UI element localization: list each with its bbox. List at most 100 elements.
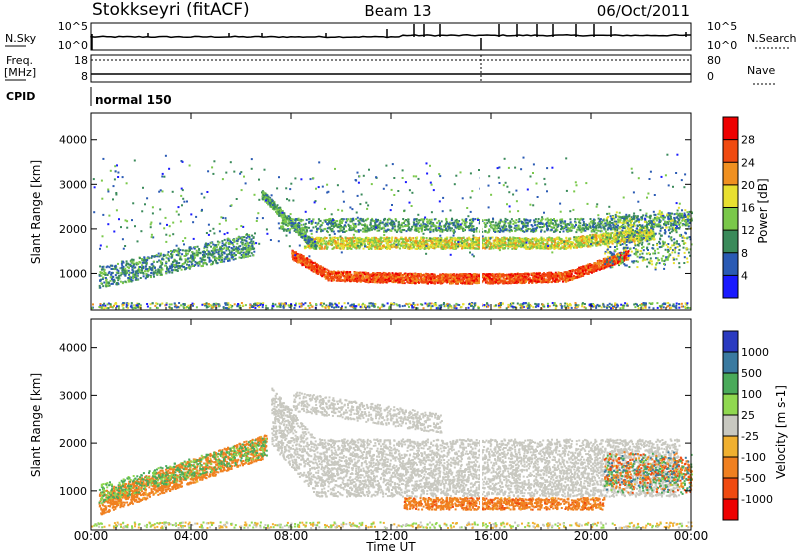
power-cell bbox=[452, 277, 455, 280]
power-cell bbox=[320, 247, 323, 250]
power-cell bbox=[422, 236, 424, 239]
power-cell bbox=[554, 280, 557, 283]
power-cell bbox=[461, 247, 463, 250]
power-cell bbox=[333, 246, 336, 249]
power-cell bbox=[448, 275, 451, 278]
power-cell bbox=[511, 281, 514, 284]
power-cell bbox=[422, 280, 425, 283]
power-cell bbox=[424, 280, 427, 283]
power-cell bbox=[460, 278, 463, 281]
power-cell bbox=[384, 276, 387, 278]
power-cell bbox=[447, 243, 450, 246]
power-cell bbox=[453, 247, 456, 250]
power-cell bbox=[337, 271, 340, 274]
power-cell bbox=[350, 243, 353, 246]
power-cell bbox=[565, 271, 567, 274]
power-cell bbox=[505, 237, 508, 240]
power-cell bbox=[366, 276, 369, 278]
power-cell bbox=[536, 247, 539, 250]
power-cell bbox=[487, 278, 490, 281]
power-cell bbox=[462, 244, 465, 247]
power-cell bbox=[449, 277, 452, 280]
power-cell bbox=[488, 277, 491, 280]
power-cell bbox=[400, 279, 403, 282]
power-cell bbox=[421, 246, 424, 249]
power-cell bbox=[364, 275, 367, 278]
power-cell bbox=[321, 275, 324, 278]
power-cell bbox=[434, 240, 437, 243]
power-cell bbox=[474, 236, 477, 239]
power-cell bbox=[587, 269, 590, 272]
power-cell bbox=[540, 238, 543, 240]
power-cell bbox=[490, 246, 493, 248]
power-cell bbox=[396, 272, 399, 275]
power-cell bbox=[455, 273, 458, 276]
power-cell bbox=[372, 278, 375, 281]
power-cell bbox=[429, 244, 432, 246]
power-cell bbox=[472, 243, 475, 246]
nsky-tick-bottom: 10^0 bbox=[58, 39, 88, 52]
power-cell bbox=[509, 245, 512, 248]
power-cell bbox=[394, 277, 397, 280]
power-cell bbox=[422, 274, 425, 277]
power-cell bbox=[531, 278, 534, 281]
power-cell bbox=[568, 279, 571, 281]
power-cell bbox=[554, 278, 557, 281]
power-cell bbox=[431, 273, 434, 276]
power-cell bbox=[302, 260, 305, 263]
power-cell bbox=[375, 272, 378, 275]
power-cell bbox=[374, 281, 377, 284]
power-cell bbox=[363, 243, 366, 246]
power-cell bbox=[334, 237, 337, 239]
power-cell bbox=[394, 236, 397, 239]
power-cell bbox=[327, 273, 330, 276]
power-cell bbox=[301, 264, 304, 267]
power-cell bbox=[292, 258, 294, 261]
power-cell bbox=[317, 271, 320, 274]
power-cell bbox=[333, 239, 336, 242]
power-cell bbox=[524, 244, 526, 247]
power-cell bbox=[453, 273, 456, 276]
power-cell bbox=[378, 281, 381, 283]
power-cell bbox=[509, 282, 512, 285]
power-cell bbox=[598, 262, 601, 265]
power-cell bbox=[402, 281, 405, 284]
power-cell bbox=[465, 273, 467, 276]
power-cell bbox=[583, 243, 586, 246]
power-cell bbox=[402, 278, 405, 280]
power-cell bbox=[380, 276, 382, 279]
power-cell bbox=[419, 272, 422, 275]
station-title: Stokkseyri (fitACF) bbox=[92, 0, 250, 20]
power-cell bbox=[511, 247, 514, 250]
power-cell bbox=[318, 247, 321, 250]
power-cell bbox=[359, 245, 362, 248]
power-cell bbox=[515, 246, 518, 249]
power-cell bbox=[589, 263, 592, 266]
power-cell bbox=[593, 238, 596, 241]
power-cell bbox=[537, 276, 540, 279]
power-cell bbox=[330, 238, 333, 241]
power-heatmap bbox=[91, 113, 693, 310]
power-cell bbox=[371, 281, 374, 284]
power-cell bbox=[498, 239, 501, 242]
power-cell bbox=[453, 243, 456, 246]
power-cell bbox=[473, 279, 475, 282]
power-cell bbox=[484, 242, 487, 244]
power-cell bbox=[445, 237, 448, 240]
power-cell bbox=[574, 243, 577, 246]
power-cell bbox=[315, 266, 318, 269]
power-cell bbox=[538, 278, 541, 281]
power-cell bbox=[433, 279, 436, 282]
power-cell bbox=[531, 238, 534, 240]
power-cell bbox=[346, 276, 349, 279]
power-cell bbox=[414, 275, 416, 278]
nsky-label: N.Sky bbox=[5, 32, 37, 45]
power-cell bbox=[445, 276, 448, 279]
power-cell bbox=[454, 237, 457, 240]
power-cell bbox=[351, 275, 354, 278]
power-cell bbox=[370, 240, 373, 243]
power-cell bbox=[389, 277, 392, 280]
power-cell bbox=[340, 272, 342, 275]
power-cell bbox=[416, 244, 419, 247]
power-cell bbox=[346, 237, 349, 240]
